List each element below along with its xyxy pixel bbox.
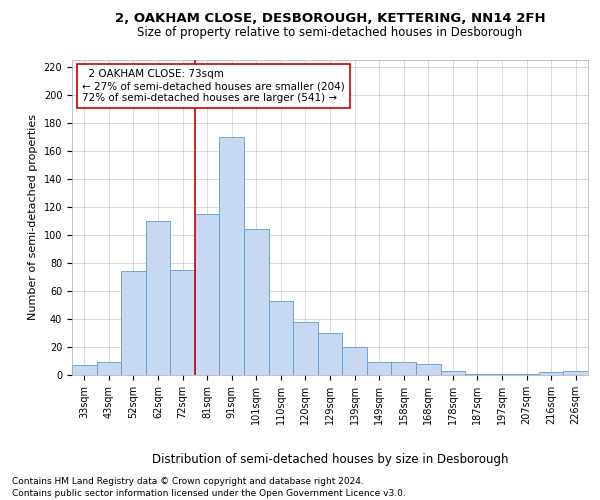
- Y-axis label: Number of semi-detached properties: Number of semi-detached properties: [28, 114, 38, 320]
- Bar: [391, 362, 416, 375]
- Text: Contains public sector information licensed under the Open Government Licence v3: Contains public sector information licen…: [12, 489, 406, 498]
- Text: 2 OAKHAM CLOSE: 73sqm
← 27% of semi-detached houses are smaller (204)
72% of sem: 2 OAKHAM CLOSE: 73sqm ← 27% of semi-deta…: [82, 70, 345, 102]
- Bar: [416, 364, 440, 375]
- Bar: [269, 301, 293, 375]
- Bar: [97, 362, 121, 375]
- Bar: [121, 272, 146, 375]
- Bar: [220, 137, 244, 375]
- Bar: [563, 371, 588, 375]
- Bar: [170, 270, 195, 375]
- Bar: [514, 374, 539, 375]
- Bar: [342, 347, 367, 375]
- Bar: [539, 372, 563, 375]
- Bar: [490, 374, 514, 375]
- Bar: [72, 365, 97, 375]
- Bar: [244, 230, 269, 375]
- Bar: [465, 374, 490, 375]
- Bar: [318, 333, 342, 375]
- Bar: [440, 371, 465, 375]
- Text: Contains HM Land Registry data © Crown copyright and database right 2024.: Contains HM Land Registry data © Crown c…: [12, 478, 364, 486]
- Bar: [146, 221, 170, 375]
- Text: Size of property relative to semi-detached houses in Desborough: Size of property relative to semi-detach…: [137, 26, 523, 39]
- Bar: [195, 214, 220, 375]
- Text: 2, OAKHAM CLOSE, DESBOROUGH, KETTERING, NN14 2FH: 2, OAKHAM CLOSE, DESBOROUGH, KETTERING, …: [115, 12, 545, 26]
- Text: Distribution of semi-detached houses by size in Desborough: Distribution of semi-detached houses by …: [152, 452, 508, 466]
- Bar: [293, 322, 318, 375]
- Bar: [367, 362, 391, 375]
